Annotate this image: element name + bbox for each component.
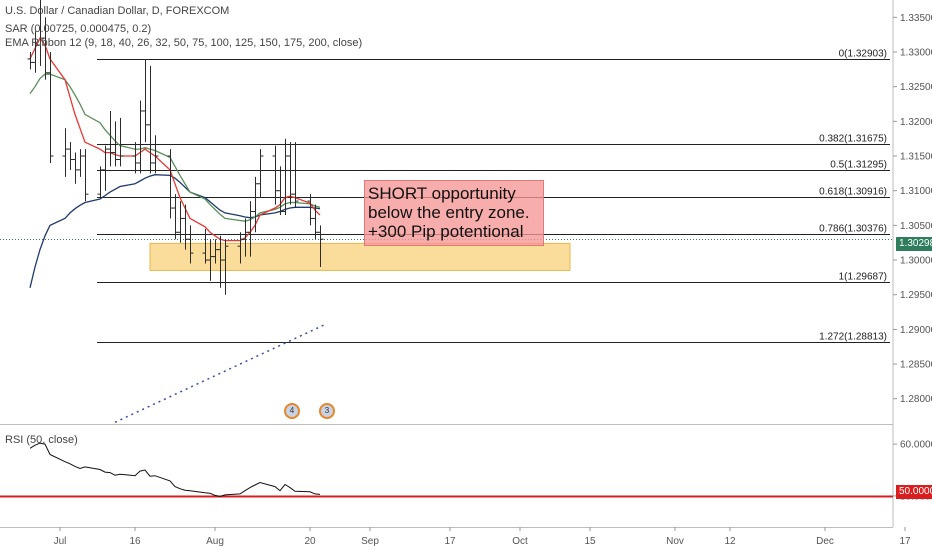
price-tick-label: 1.33000 [900, 48, 932, 59]
time-tick-label: Nov [666, 536, 684, 547]
sar-indicator-label[interactable]: SAR (0.00725, 0.000475, 0.2) [5, 23, 152, 35]
price-tick-label: 1.32500 [900, 82, 932, 93]
chart-title: U.S. Dollar / Canadian Dollar, D, FOREXC… [5, 5, 230, 17]
current-price-tag: 1.30298 [896, 237, 932, 251]
rsi-line [29, 442, 321, 497]
ohlc-bar [187, 225, 194, 264]
trend-line [114, 323, 326, 423]
time-tick-label: 16 [129, 536, 141, 547]
ema-ribbon-mid-line [29, 73, 321, 222]
price-tick-label: 1.29000 [900, 325, 932, 336]
fib-level-label: 0.618(1.30916) [819, 187, 887, 198]
time-tick-label: Sep [361, 536, 379, 547]
ohlc-bar [62, 128, 69, 177]
price-tick-label: 1.29500 [900, 290, 932, 301]
note-line-1: SHORT opportunity [368, 184, 516, 203]
fib-level-label: 1.272(1.28813) [819, 332, 887, 343]
ohlc-bar [97, 166, 104, 198]
ohlc-bar [257, 149, 264, 198]
price-tick-label: 1.30500 [900, 221, 932, 232]
rsi-tick-label: 60.0000 [900, 440, 932, 451]
ohlc-bar [252, 176, 259, 233]
ohlc-bar [222, 239, 229, 295]
ohlc-bar [82, 149, 89, 202]
fib-level-label: 0.786(1.30376) [819, 224, 887, 235]
price-tick-label: 1.31500 [900, 152, 932, 163]
ohlc-bar [177, 201, 184, 243]
time-tick-label: Aug [206, 536, 224, 547]
time-tick-label: 12 [724, 536, 736, 547]
fib-level-label: 0(1.32903) [839, 49, 887, 60]
ohlc-bar [72, 152, 79, 184]
ohlc-bar [132, 142, 139, 174]
ohlc-bar [67, 142, 74, 170]
ohlc-bar [137, 100, 144, 174]
price-tick-label: 1.28000 [900, 394, 932, 405]
ohlc-bar [142, 58, 149, 143]
ohlc-bar [292, 142, 299, 209]
time-tick-label: 15 [584, 536, 596, 547]
rsi-level-tag: 50.0000 [896, 485, 932, 499]
time-tick-label: Oct [512, 536, 528, 547]
price-tick-label: 1.30000 [900, 256, 932, 267]
time-tick-label: Dec [816, 536, 834, 547]
time-tick-label: 20 [304, 536, 316, 547]
price-bars [27, 0, 324, 295]
time-tick-label: 17 [444, 536, 456, 547]
ohlc-bar [47, 52, 54, 163]
fib-level-label: 0.5(1.31295) [830, 160, 887, 171]
fib-level-label: 1(1.29687) [839, 272, 887, 283]
short-opportunity-note[interactable]: SHORT opportunity below the entry zone. … [364, 180, 544, 246]
time-tick-label: Jul [54, 536, 67, 547]
note-line-2: below the entry zone. [368, 203, 530, 222]
ema-ribbon-slow-line [29, 174, 321, 288]
ohlc-bar [317, 225, 324, 267]
event-flag-icon[interactable]: 4 [284, 403, 300, 419]
ohlc-bar [272, 145, 279, 205]
ohlc-bar [307, 194, 314, 226]
ohlc-bar [147, 65, 154, 174]
ohlc-bar [77, 149, 84, 177]
ohlc-bar [152, 135, 159, 174]
ema-ribbon-label[interactable]: EMA Ribbon 12 (9, 18, 40, 26, 32, 50, 75… [5, 37, 363, 49]
price-tick-label: 1.31000 [900, 186, 932, 197]
rsi-indicator-label[interactable]: RSI (50, close) [5, 434, 78, 446]
price-tick-label: 1.33500 [900, 13, 932, 24]
ohlc-bar [182, 204, 189, 250]
ohlc-bar [117, 117, 124, 167]
ema-ribbon-fast-line [29, 36, 321, 242]
time-tick-label: 17 [899, 536, 911, 547]
fib-level-label: 0.382(1.31675) [819, 134, 887, 145]
event-flag-icon[interactable]: 3 [319, 403, 335, 419]
price-tick-label: 1.28500 [900, 360, 932, 371]
ohlc-bar [287, 142, 294, 205]
note-line-3: +300 Pip potentional [368, 222, 524, 241]
price-tick-label: 1.32000 [900, 117, 932, 128]
